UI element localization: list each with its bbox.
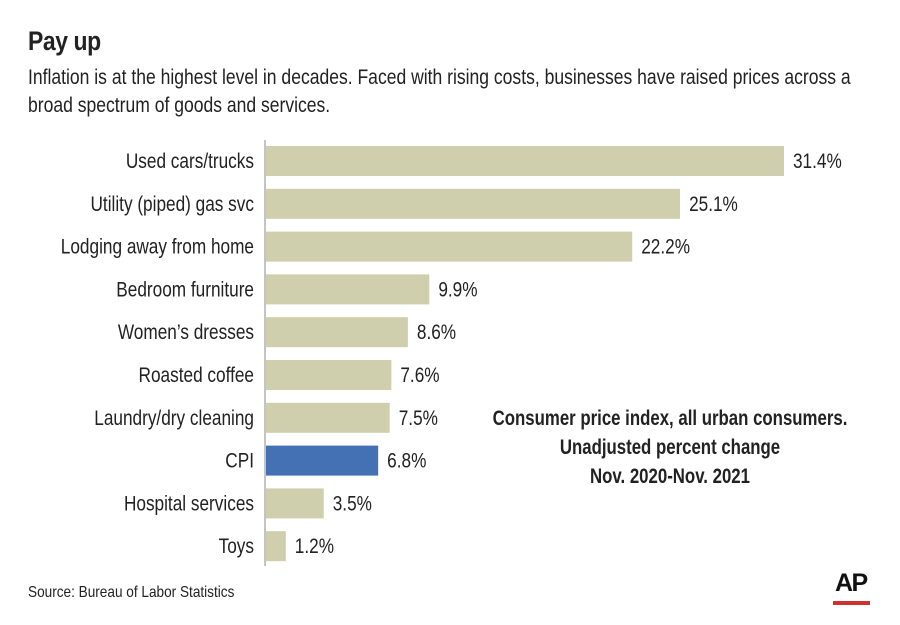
bar-laundry-dry-cleaning bbox=[266, 402, 390, 433]
bar-bedroom-furniture bbox=[266, 274, 430, 305]
bar-roasted-coffee bbox=[266, 360, 392, 390]
ap-logo-underline bbox=[833, 601, 870, 605]
category-label: Laundry/dry cleaning bbox=[94, 407, 254, 430]
value-label: 25.1% bbox=[689, 193, 738, 216]
category-label: Toys bbox=[219, 536, 254, 559]
value-label: 7.6% bbox=[400, 365, 439, 388]
value-label: 1.2% bbox=[295, 536, 334, 559]
value-label: 22.2% bbox=[641, 236, 690, 259]
chart-title: Pay up bbox=[28, 26, 101, 56]
value-label: 6.8% bbox=[387, 450, 426, 473]
ap-logo: AP bbox=[833, 569, 873, 605]
value-label: 8.6% bbox=[417, 322, 456, 345]
category-label: Utility (piped) gas svc bbox=[90, 193, 254, 216]
value-label: 7.5% bbox=[399, 407, 438, 430]
annotation-line-2: Unadjusted percent change bbox=[559, 436, 781, 459]
category-label: Women’s dresses bbox=[118, 322, 254, 345]
bar-used-cars-trucks bbox=[266, 146, 784, 176]
annotation-line-3: Nov. 2020-Nov. 2021 bbox=[590, 465, 750, 488]
category-label: Roasted coffee bbox=[139, 365, 254, 388]
chart-annotation: Consumer price index, all urban consumer… bbox=[478, 404, 862, 491]
category-label: Lodging away from home bbox=[61, 236, 254, 259]
annotation-line-1: Consumer price index, all urban consumer… bbox=[492, 407, 848, 430]
category-label: CPI bbox=[225, 450, 254, 473]
ap-logo-text: AP bbox=[835, 569, 868, 597]
bar-women-s-dresses bbox=[266, 317, 408, 348]
category-label: Hospital services bbox=[124, 493, 254, 516]
bar-utility-piped-gas-svc bbox=[266, 188, 681, 219]
bars-group: Used cars/trucks 31.4% Utility (piped) gas… bbox=[61, 146, 842, 562]
source-note: Source: Bureau of Labor Statistics bbox=[28, 584, 235, 601]
value-label: 31.4% bbox=[793, 151, 842, 174]
bar-cpi bbox=[266, 445, 379, 476]
bar-lodging-away-from-home bbox=[266, 231, 633, 262]
category-label: Bedroom furniture bbox=[116, 279, 254, 302]
bar-toys bbox=[266, 531, 286, 562]
value-label: 9.9% bbox=[438, 279, 477, 302]
bar-hospital-services bbox=[266, 488, 324, 519]
value-label: 3.5% bbox=[333, 493, 372, 516]
category-label: Used cars/trucks bbox=[126, 151, 254, 174]
chart-subtitle: Inflation is at the highest level in dec… bbox=[28, 66, 851, 117]
